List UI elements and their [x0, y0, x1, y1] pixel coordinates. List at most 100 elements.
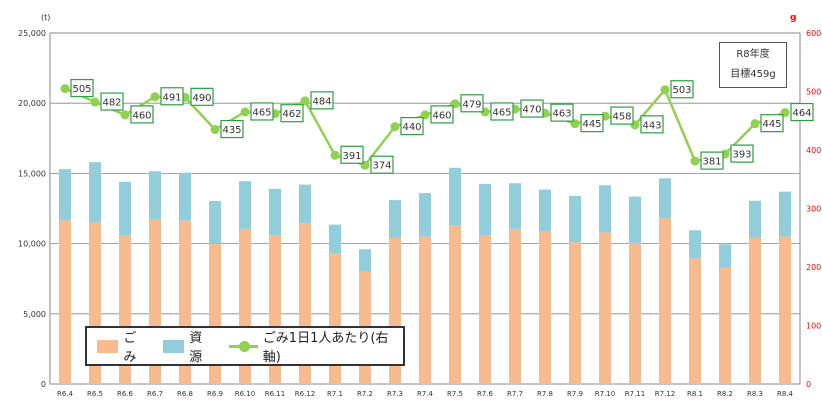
bar-garbage — [539, 230, 551, 384]
legend: ごみ 資源 ごみ1日1人あたり(右軸) — [85, 326, 405, 366]
x-tick-label: R7.5 — [447, 390, 463, 398]
bar-garbage — [779, 236, 791, 384]
data-label: 381 — [702, 157, 721, 168]
bar-resources — [509, 183, 521, 229]
data-label: 463 — [552, 109, 571, 120]
data-label-box — [100, 92, 124, 111]
data-label-box — [280, 104, 304, 123]
data-label-box — [220, 119, 244, 139]
data-label: 443 — [642, 120, 661, 131]
per-capita-point — [240, 107, 250, 117]
x-tick-label: R8.4 — [777, 390, 794, 398]
per-capita-point — [150, 92, 160, 102]
legend-swatch-resources — [162, 339, 185, 353]
x-tick-label: R7.6 — [477, 390, 494, 398]
data-label-box — [520, 99, 544, 118]
y-left-tick-label: 5,000 — [23, 310, 46, 319]
bar-resources — [779, 191, 791, 237]
y-left-tick-label: 15,000 — [18, 169, 46, 178]
x-tick-label: R6.4 — [57, 390, 74, 398]
per-capita-point — [90, 97, 100, 107]
data-label: 460 — [132, 110, 151, 121]
bar-resources — [659, 178, 671, 219]
bar-garbage — [419, 236, 431, 384]
x-tick-label: R6.9 — [207, 390, 223, 398]
legend-item-per-capita: ごみ1日1人あたり(右軸) — [228, 327, 403, 365]
data-label-box — [610, 106, 634, 125]
y-left-tick-label: 25,000 — [18, 29, 46, 38]
data-label: 460 — [432, 110, 451, 121]
x-tick-label: R7.12 — [655, 390, 675, 398]
data-label-box — [400, 116, 424, 136]
data-label-box — [730, 144, 754, 163]
x-tick-label: R6.5 — [87, 390, 103, 398]
y-left-tick-label: 10,000 — [18, 240, 46, 249]
data-label: 470 — [522, 105, 541, 116]
data-label: 465 — [492, 107, 511, 118]
bar-resources — [299, 184, 311, 224]
legend-label-per-capita: ごみ1日1人あたり(右軸) — [262, 331, 389, 365]
bar-garbage — [599, 232, 611, 384]
legend-item-resources: 資源 — [162, 327, 215, 365]
data-label: 440 — [402, 122, 421, 133]
data-label-box — [760, 114, 784, 133]
data-label: 458 — [612, 112, 631, 123]
data-label-box — [580, 114, 604, 133]
bar-resources — [179, 172, 191, 221]
bar-resources — [599, 185, 611, 233]
legend-item-garbage: ごみ — [97, 327, 149, 365]
x-tick-label: R8.1 — [687, 390, 703, 398]
bar-resources — [719, 244, 731, 268]
data-label: 505 — [72, 84, 91, 95]
x-tick-label: R6.6 — [117, 390, 134, 398]
x-tick-label: R6.8 — [177, 390, 193, 398]
bar-resources — [539, 189, 551, 231]
bar-resources — [59, 169, 71, 221]
bar-garbage — [509, 228, 521, 384]
target-value: 目標459g — [730, 69, 776, 80]
x-tick-label: R7.4 — [417, 390, 434, 398]
bar-garbage — [449, 225, 461, 384]
x-tick-label: R8.2 — [717, 390, 733, 398]
data-label-box — [160, 87, 184, 106]
y-left-tick-label: 0 — [41, 380, 46, 389]
per-capita-point — [300, 96, 310, 106]
per-capita-point — [690, 156, 700, 166]
bar-garbage — [689, 258, 701, 384]
per-capita-point — [120, 110, 130, 120]
bar-resources — [749, 200, 761, 238]
data-label-box — [490, 102, 514, 121]
data-label: 484 — [312, 96, 331, 107]
data-label: 490 — [192, 93, 211, 104]
data-label-box — [700, 151, 724, 170]
x-tick-label: R7.3 — [387, 390, 403, 398]
x-tick-label: R6.11 — [265, 390, 285, 398]
data-label-box — [190, 87, 214, 106]
x-tick-label: R7.11 — [625, 390, 645, 398]
y-right-tick-label: 300 — [806, 205, 821, 214]
data-label-box — [370, 155, 394, 174]
data-label-box — [250, 102, 274, 121]
data-label-box — [430, 105, 454, 124]
legend-swatch-garbage — [97, 339, 119, 353]
bar-garbage — [749, 237, 761, 384]
data-label-box — [550, 103, 574, 122]
y-right-tick-label: 500 — [806, 88, 821, 97]
data-label-box — [640, 115, 664, 134]
bar-resources — [629, 196, 641, 243]
data-label-box — [790, 102, 814, 122]
bar-garbage — [569, 242, 581, 384]
per-capita-point — [750, 119, 760, 129]
data-label: 465 — [252, 107, 271, 118]
x-tick-label: R6.12 — [295, 390, 315, 398]
y-left-tick-label: 20,000 — [18, 99, 46, 108]
x-tick-label: R8.3 — [747, 390, 763, 398]
bar-resources — [419, 193, 431, 237]
data-label: 462 — [282, 109, 301, 120]
data-label-box — [340, 145, 364, 164]
bar-resources — [239, 181, 251, 229]
bar-resources — [449, 167, 461, 226]
data-label: 491 — [162, 92, 181, 103]
